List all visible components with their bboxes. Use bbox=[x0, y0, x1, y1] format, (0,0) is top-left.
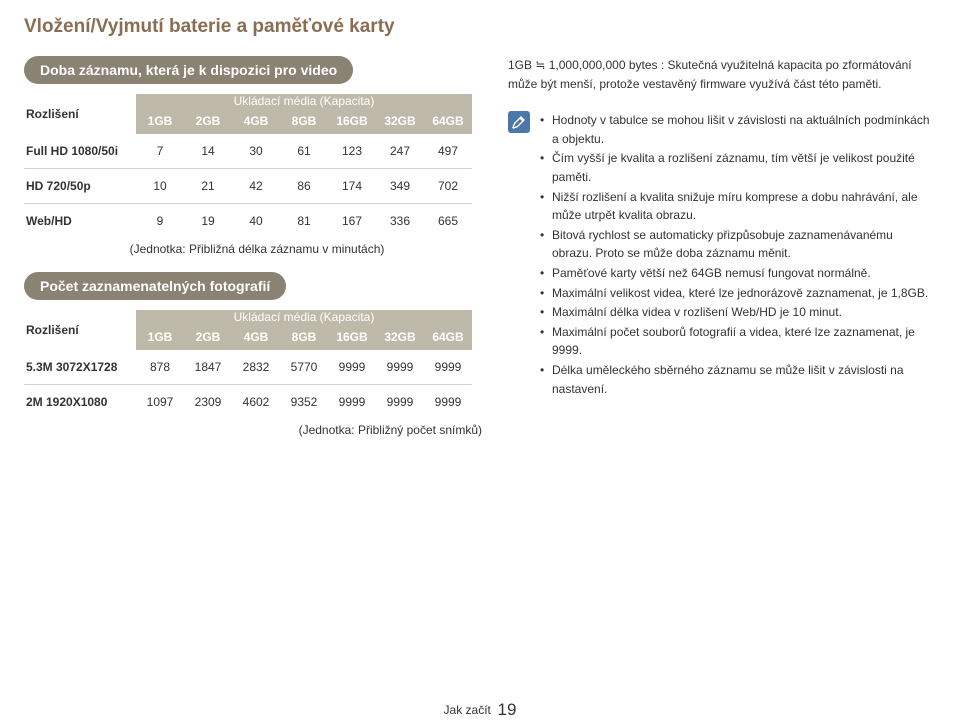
val: 61 bbox=[280, 134, 328, 169]
capacity-header: 16GB bbox=[328, 108, 376, 134]
val: 9 bbox=[136, 204, 184, 239]
note-item: Délka uměleckého sběrného záznamu se můž… bbox=[538, 361, 932, 398]
main-columns: Doba záznamu, která je k dispozici pro v… bbox=[24, 56, 936, 453]
val: 878 bbox=[136, 350, 184, 385]
row-label: HD 720/50p bbox=[24, 169, 136, 204]
right-column: 1GB ≒ 1,000,000,000 bytes : Skutečná vyu… bbox=[490, 56, 932, 453]
row-label: Web/HD bbox=[24, 204, 136, 239]
val: 247 bbox=[376, 134, 424, 169]
note-item: Hodnoty v tabulce se mohou lišit v závis… bbox=[538, 111, 932, 148]
table-row: 2M 1920X1080 1097 2309 4602 9352 9999 99… bbox=[24, 385, 472, 420]
val: 86 bbox=[280, 169, 328, 204]
val: 9999 bbox=[376, 350, 424, 385]
val: 1097 bbox=[136, 385, 184, 420]
table-row: 5.3M 3072X1728 878 1847 2832 5770 9999 9… bbox=[24, 350, 472, 385]
val: 9999 bbox=[424, 350, 472, 385]
capacity-header: 64GB bbox=[424, 108, 472, 134]
val: 4602 bbox=[232, 385, 280, 420]
val: 10 bbox=[136, 169, 184, 204]
val: 349 bbox=[376, 169, 424, 204]
val: 42 bbox=[232, 169, 280, 204]
note-item: Maximální velikost videa, které lze jedn… bbox=[538, 284, 932, 303]
val: 9999 bbox=[328, 350, 376, 385]
note-item: Bitová rychlost se automaticky přizpůsob… bbox=[538, 226, 932, 263]
capacity-header: 1GB bbox=[136, 324, 184, 350]
val: 2832 bbox=[232, 350, 280, 385]
note-item: Nižší rozlišení a kvalita snižuje míru k… bbox=[538, 188, 932, 225]
left-column: Doba záznamu, která je k dispozici pro v… bbox=[24, 56, 490, 453]
photo-unit-note: (Jednotka: Přibližný počet snímků) bbox=[24, 423, 490, 437]
video-time-section: Doba záznamu, která je k dispozici pro v… bbox=[24, 56, 490, 256]
capacity-header: 32GB bbox=[376, 324, 424, 350]
val: 9352 bbox=[280, 385, 328, 420]
row-label: Full HD 1080/50i bbox=[24, 134, 136, 169]
note-item: Paměťové karty větší než 64GB nemusí fun… bbox=[538, 264, 932, 283]
val: 336 bbox=[376, 204, 424, 239]
row-header-label: Rozlišení bbox=[24, 310, 136, 350]
capacity-header: 2GB bbox=[184, 108, 232, 134]
note-item: Maximální počet souborů fotografií a vid… bbox=[538, 323, 932, 360]
footer-section: Jak začít bbox=[444, 703, 491, 717]
capacity-header: 8GB bbox=[280, 108, 328, 134]
video-unit-note: (Jednotka: Přibližná délka záznamu v min… bbox=[24, 242, 490, 256]
val: 7 bbox=[136, 134, 184, 169]
val: 30 bbox=[232, 134, 280, 169]
val: 1847 bbox=[184, 350, 232, 385]
val: 40 bbox=[232, 204, 280, 239]
capacity-header: 1GB bbox=[136, 108, 184, 134]
val: 497 bbox=[424, 134, 472, 169]
photo-count-heading: Počet zaznamenatelných fotografií bbox=[24, 272, 286, 300]
row-label: 2M 1920X1080 bbox=[24, 385, 136, 420]
val: 14 bbox=[184, 134, 232, 169]
val: 19 bbox=[184, 204, 232, 239]
capacity-header: 64GB bbox=[424, 324, 472, 350]
capacity-header: 16GB bbox=[328, 324, 376, 350]
photo-count-table-header: Rozlišení Ukládací média (Kapacita) 1GB … bbox=[24, 310, 472, 419]
val: 702 bbox=[424, 169, 472, 204]
media-band-label: Ukládací média (Kapacita) bbox=[136, 94, 472, 108]
media-band-label: Ukládací média (Kapacita) bbox=[136, 310, 472, 324]
video-time-heading: Doba záznamu, která je k dispozici pro v… bbox=[24, 56, 353, 84]
table-row: Web/HD 9 19 40 81 167 336 665 bbox=[24, 204, 472, 239]
val: 167 bbox=[328, 204, 376, 239]
capacity-header: 32GB bbox=[376, 108, 424, 134]
capacity-header: 8GB bbox=[280, 324, 328, 350]
pencil-note-icon bbox=[508, 111, 530, 133]
footer-page-number: 19 bbox=[498, 700, 517, 719]
val: 81 bbox=[280, 204, 328, 239]
val: 2309 bbox=[184, 385, 232, 420]
row-label: 5.3M 3072X1728 bbox=[24, 350, 136, 385]
note-item: Maximální délka videa v rozlišení Web/HD… bbox=[538, 303, 932, 322]
page-title: Vložení/Vyjmutí baterie a paměťové karty bbox=[24, 16, 936, 38]
intro-text: 1GB ≒ 1,000,000,000 bytes : Skutečná vyu… bbox=[508, 56, 932, 93]
video-time-table: Rozlišení Ukládací média (Kapacita) 1GB … bbox=[24, 94, 472, 238]
notes-list: Hodnoty v tabulce se mohou lišit v závis… bbox=[538, 111, 932, 399]
val: 174 bbox=[328, 169, 376, 204]
val: 123 bbox=[328, 134, 376, 169]
photo-count-section: Počet zaznamenatelných fotografií Rozliš… bbox=[24, 272, 490, 437]
table-row: HD 720/50p 10 21 42 86 174 349 702 bbox=[24, 169, 472, 204]
val: 9999 bbox=[424, 385, 472, 420]
val: 665 bbox=[424, 204, 472, 239]
page-footer: Jak začít 19 bbox=[0, 700, 960, 720]
capacity-header: 4GB bbox=[232, 324, 280, 350]
note-item: Čím vyšší je kvalita a rozlišení záznamu… bbox=[538, 149, 932, 186]
capacity-header: 4GB bbox=[232, 108, 280, 134]
val: 21 bbox=[184, 169, 232, 204]
note-box: Hodnoty v tabulce se mohou lišit v závis… bbox=[508, 111, 932, 399]
capacity-header: 2GB bbox=[184, 324, 232, 350]
val: 9999 bbox=[328, 385, 376, 420]
val: 5770 bbox=[280, 350, 328, 385]
val: 9999 bbox=[376, 385, 424, 420]
row-header-label: Rozlišení bbox=[24, 94, 136, 134]
table-row: Full HD 1080/50i 7 14 30 61 123 247 497 bbox=[24, 134, 472, 169]
